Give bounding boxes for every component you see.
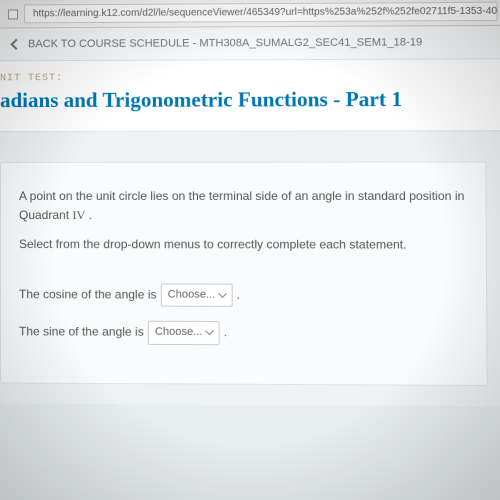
stmt-period: . bbox=[224, 323, 227, 342]
question-card: A point on the unit circle lies on the t… bbox=[0, 161, 488, 385]
quadrant-numeral: IV bbox=[72, 208, 85, 222]
statement-cosine: The cosine of the angle is Choose... . bbox=[19, 283, 468, 308]
page-header: NIT TEST: adians and Trigonometric Funct… bbox=[0, 59, 500, 132]
dropdown-label: Choose... bbox=[168, 286, 216, 304]
url-input[interactable]: https://learning.k12.com/d2l/le/sequence… bbox=[24, 2, 498, 24]
question-prompt-line2: Select from the drop-down menus to corre… bbox=[19, 235, 467, 255]
chevron-down-icon bbox=[205, 327, 214, 336]
page-title: adians and Trigonometric Functions - Par… bbox=[0, 87, 500, 114]
back-to-course-link[interactable]: BACK TO COURSE SCHEDULE - MTH308A_SUMALG… bbox=[0, 26, 500, 61]
unit-test-label: NIT TEST: bbox=[0, 71, 500, 84]
stmt-period: . bbox=[237, 285, 240, 304]
question-prompt-line1: A point on the unit circle lies on the t… bbox=[19, 187, 467, 226]
cosine-label: The cosine of the angle is bbox=[19, 285, 157, 305]
prompt-period: . bbox=[85, 208, 92, 222]
back-bar-text: BACK TO COURSE SCHEDULE - MTH308A_SUMALG… bbox=[28, 36, 422, 50]
chevron-left-icon bbox=[10, 39, 21, 50]
tab-icon bbox=[8, 9, 18, 19]
statement-sine: The sine of the angle is Choose... . bbox=[19, 320, 468, 346]
dropdown-label: Choose... bbox=[155, 324, 203, 342]
sine-dropdown[interactable]: Choose... bbox=[148, 321, 220, 345]
content-area: A point on the unit circle lies on the t… bbox=[0, 131, 500, 406]
cosine-dropdown[interactable]: Choose... bbox=[161, 283, 233, 307]
browser-address-bar: https://learning.k12.com/d2l/le/sequence… bbox=[0, 0, 500, 28]
sine-label: The sine of the angle is bbox=[19, 323, 144, 343]
chevron-down-icon bbox=[218, 289, 227, 298]
